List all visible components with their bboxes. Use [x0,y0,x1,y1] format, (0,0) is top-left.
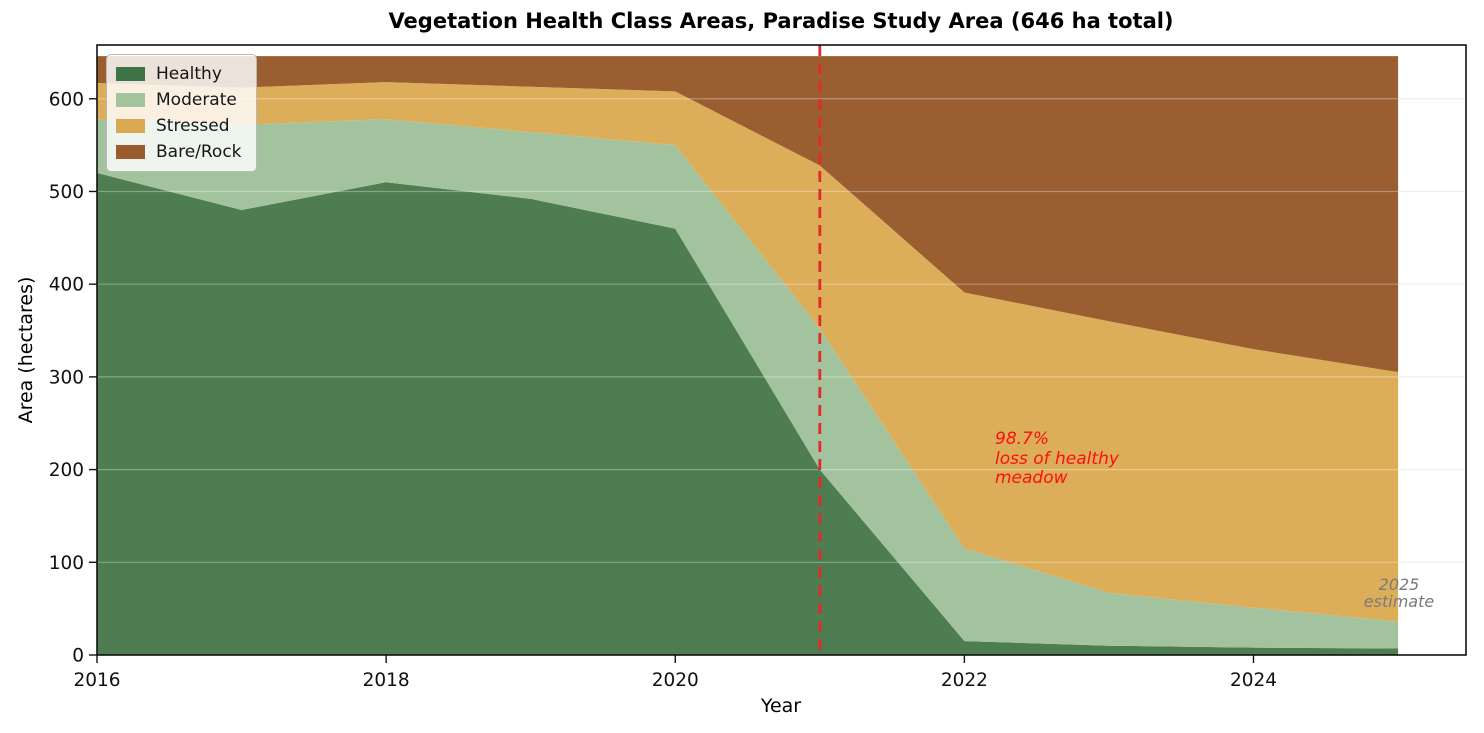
legend-item-healthy: Healthy [116,61,242,87]
x-axis-label: Year [760,695,802,717]
legend-item-stressed: Stressed [116,113,242,139]
legend-item-bare-rock: Bare/Rock [116,139,242,165]
plot-frame [96,44,1467,656]
chart-title: Vegetation Health Class Areas, Paradise … [388,9,1174,33]
legend-label: Stressed [156,116,230,136]
x-tick-label: 2016 [73,670,120,691]
legend-label: Moderate [156,90,237,110]
x-tick-label: 2020 [652,670,699,691]
stressed-swatch-icon [116,119,145,133]
y-tick-label: 300 [49,367,84,388]
legend-label: Healthy [156,64,222,84]
estimate-annotation-line: estimate [1363,592,1435,611]
legend-item-moderate: Moderate [116,87,242,113]
y-tick-label: 500 [49,182,84,203]
moderate-swatch-icon [116,93,145,107]
y-tick-label: 100 [49,553,84,574]
y-tick-label: 600 [49,89,84,110]
y-tick-label: 400 [49,275,84,296]
loss-annotation: 98.7% loss of healthy meadow [995,429,1119,489]
area-stressed [97,82,1399,622]
legend: Healthy Moderate Stressed Bare/Rock [106,54,257,172]
x-tick-label: 2024 [1230,670,1277,691]
loss-annotation-line: 98.7% [995,429,1050,449]
area-moderate [97,119,1399,649]
legend-label: Bare/Rock [156,142,242,162]
x-tick-label: 2018 [363,670,410,691]
area-healthy [97,172,1399,655]
y-tick-label: 0 [72,646,84,667]
area-bare-rock [97,56,1399,373]
y-tick-label: 200 [49,460,84,481]
bare-rock-swatch-icon [116,145,145,159]
loss-annotation-line: loss of healthy [995,448,1119,469]
x-tick-label: 2022 [941,670,988,691]
estimate-annotation: 2025 estimate [1364,577,1434,611]
estimate-annotation-line: 2025 [1378,575,1420,594]
healthy-swatch-icon [116,67,145,81]
loss-annotation-line: meadow [995,468,1068,488]
